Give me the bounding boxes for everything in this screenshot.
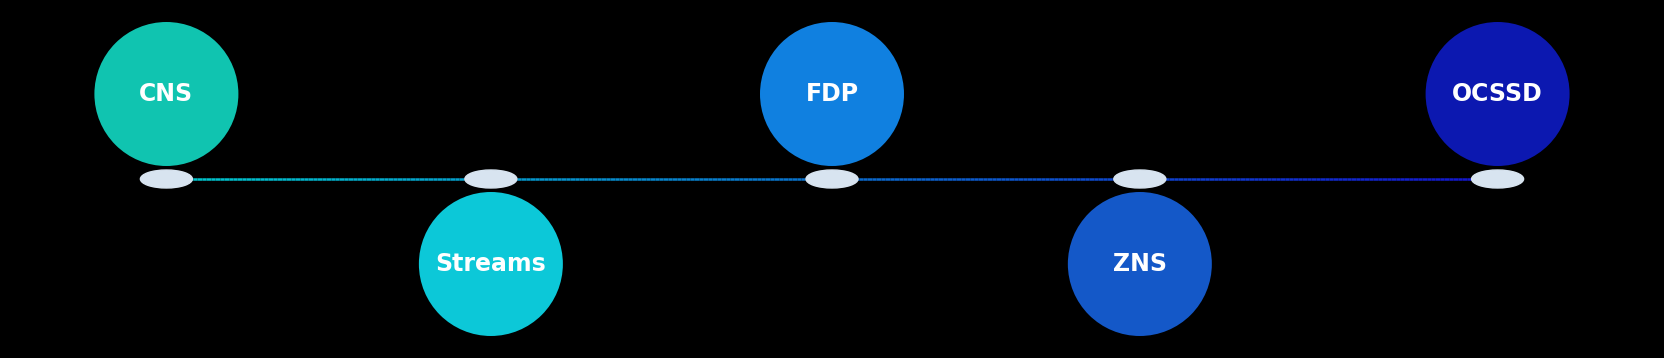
Circle shape xyxy=(1426,22,1569,166)
Circle shape xyxy=(95,22,238,166)
Ellipse shape xyxy=(1471,170,1524,188)
Text: OCSSD: OCSSD xyxy=(1453,82,1543,106)
Ellipse shape xyxy=(1113,170,1166,188)
Text: FDP: FDP xyxy=(805,82,859,106)
Ellipse shape xyxy=(805,170,859,188)
Circle shape xyxy=(760,22,904,166)
Text: Streams: Streams xyxy=(436,252,546,276)
Text: ZNS: ZNS xyxy=(1113,252,1166,276)
Ellipse shape xyxy=(140,170,193,188)
Circle shape xyxy=(1068,192,1211,336)
Text: CNS: CNS xyxy=(140,82,193,106)
Circle shape xyxy=(419,192,562,336)
Ellipse shape xyxy=(464,170,518,188)
